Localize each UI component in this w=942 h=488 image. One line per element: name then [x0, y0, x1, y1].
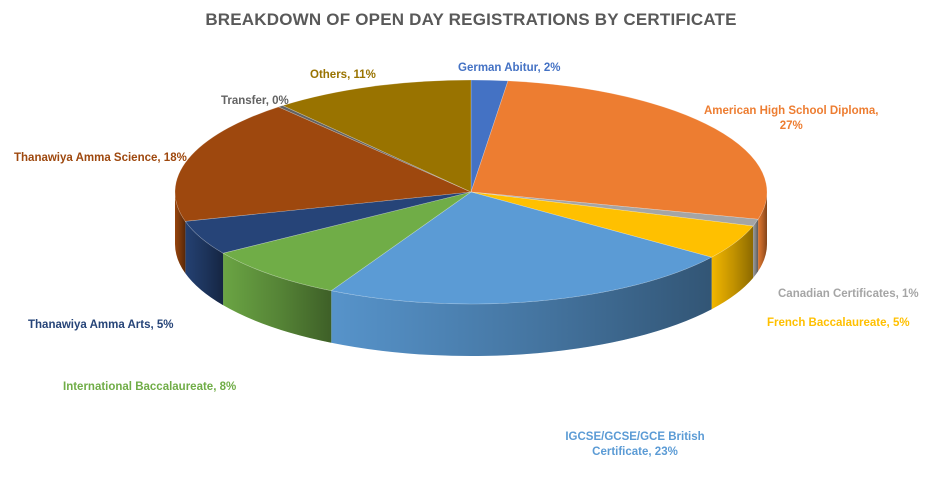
- slice-label-american-high-school-diploma: American High School Diploma, 27%: [704, 105, 879, 132]
- slice-label-thanawiya-amma-science: Thanawiya Amma Science, 18%: [14, 152, 187, 164]
- pie-slice-thanawiya-amma-arts: [184, 191, 472, 254]
- slice-label-igcse-british-certificate: IGCSE/GCSE/GCE British Certificate, 23%: [565, 431, 705, 458]
- pie-slice-german-abitur: [470, 79, 509, 193]
- pie-slice-transfer: [277, 105, 472, 193]
- pie-side-thanawiya-amma-science: [175, 192, 186, 274]
- slice-label-canadian-certificates: Canadian Certificates, 1%: [778, 288, 919, 300]
- pie-slice-igcse-gcse-gce-british-certificate: [330, 191, 713, 305]
- pie-slice-thanawiya-amma-science: [174, 106, 473, 222]
- pie-side-international-baccalaureate: [223, 253, 332, 343]
- pie-side-french-baccalaureate: [711, 226, 754, 310]
- pie-side-american-high-school-diploma: [758, 192, 767, 272]
- slice-label-transfer: Transfer, 0%: [221, 95, 289, 107]
- pie-slice-international-baccalaureate: [222, 191, 472, 292]
- slice-label-international-baccalaureate: International Baccalaureate, 8%: [63, 381, 237, 393]
- pie-slice-american-high-school-diploma: [470, 80, 768, 220]
- pie-slice-others: [281, 79, 472, 193]
- slice-label-others: Others, 11%: [310, 69, 376, 81]
- pie-side-thanawiya-amma-arts: [185, 221, 224, 306]
- slice-label-german-abitur: German Abitur, 2%: [458, 62, 561, 74]
- chart-title: BREAKDOWN OF OPEN DAY REGISTRATIONS BY C…: [205, 10, 737, 29]
- pie-slice-canadian-certificates: [470, 191, 759, 227]
- slice-label-thanawiya-amma-arts: Thanawiya Amma Arts, 5%: [28, 319, 174, 331]
- pie-slice-french-baccalaureate: [470, 191, 754, 258]
- pie-side-igcse-gcse-gce-british-certificate: [331, 257, 712, 357]
- pie-side-canadian-certificates: [753, 219, 759, 279]
- slice-label-french-baccalaureate: French Baccalaureate, 5%: [767, 317, 910, 329]
